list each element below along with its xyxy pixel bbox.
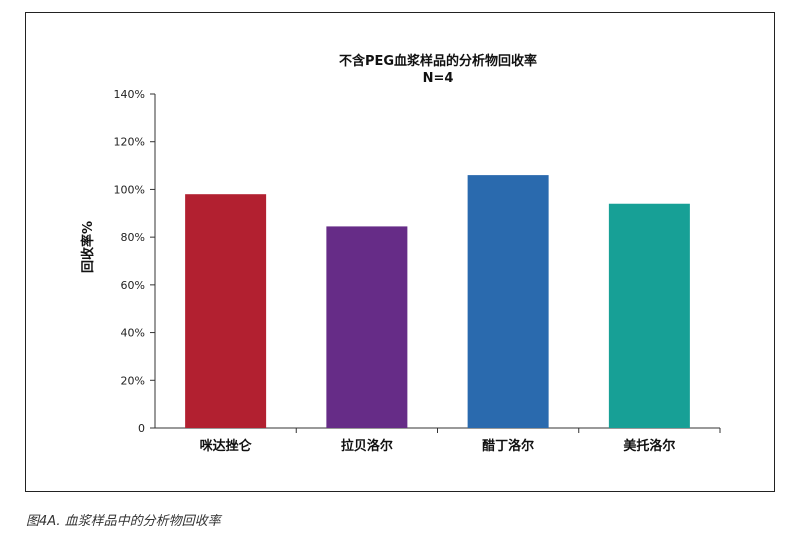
chart-title: 不含PEG血浆样品的分析物回收率 bbox=[339, 53, 537, 69]
x-tick-label: 咪达挫仑 bbox=[200, 438, 253, 454]
y-tick-label: 60% bbox=[121, 279, 145, 292]
bar bbox=[608, 203, 690, 428]
plot-area: 0 20% 40% 60% 80% 100% 120% 140% 咪达挫仑 拉贝洛尔 醋丁洛尔 美托洛… bbox=[114, 88, 721, 454]
y-tick-label: 140% bbox=[114, 88, 145, 101]
y-tick-label: 20% bbox=[121, 374, 145, 387]
x-tick-label: 美托洛尔 bbox=[623, 438, 675, 454]
y-tick-label: 0 bbox=[138, 422, 145, 435]
x-tick-label: 拉贝洛尔 bbox=[341, 438, 393, 454]
y-tick-label: 80% bbox=[121, 231, 145, 244]
y-tick-label: 100% bbox=[114, 183, 145, 196]
chart-subtitle: N=4 bbox=[423, 71, 454, 86]
figure-caption: 图4A. 血浆样品中的分析物回收率 bbox=[26, 514, 221, 529]
x-tick-label: 醋丁洛尔 bbox=[482, 438, 534, 454]
bar bbox=[185, 194, 267, 428]
y-axis-label: 回收率% bbox=[80, 221, 96, 273]
y-tick-label: 120% bbox=[114, 136, 145, 149]
bar bbox=[467, 175, 549, 428]
bar bbox=[326, 226, 408, 428]
y-tick-label: 40% bbox=[121, 327, 145, 340]
